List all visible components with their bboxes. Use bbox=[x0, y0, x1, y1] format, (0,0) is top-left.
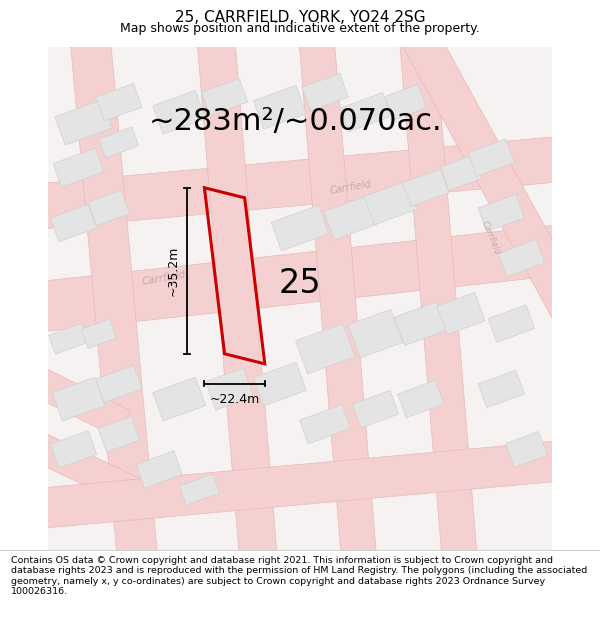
Text: Carrfield: Carrfield bbox=[329, 179, 372, 196]
Polygon shape bbox=[506, 431, 547, 468]
Text: 25: 25 bbox=[278, 267, 322, 300]
Polygon shape bbox=[437, 292, 485, 334]
Polygon shape bbox=[394, 12, 593, 332]
Polygon shape bbox=[49, 47, 551, 550]
Polygon shape bbox=[88, 190, 130, 226]
Polygon shape bbox=[340, 92, 391, 132]
Text: ~35.2m: ~35.2m bbox=[166, 246, 179, 296]
Polygon shape bbox=[202, 79, 248, 116]
Polygon shape bbox=[21, 135, 579, 231]
Polygon shape bbox=[95, 365, 142, 403]
Polygon shape bbox=[98, 416, 140, 452]
Polygon shape bbox=[17, 426, 155, 513]
Polygon shape bbox=[99, 127, 139, 158]
Polygon shape bbox=[68, 20, 159, 577]
Polygon shape bbox=[364, 181, 417, 225]
Polygon shape bbox=[324, 196, 377, 240]
Polygon shape bbox=[385, 84, 427, 120]
Polygon shape bbox=[498, 239, 545, 277]
Polygon shape bbox=[50, 431, 97, 468]
Polygon shape bbox=[478, 370, 524, 408]
Text: Map shows position and indicative extent of the property.: Map shows position and indicative extent… bbox=[120, 22, 480, 35]
Polygon shape bbox=[302, 74, 349, 111]
Polygon shape bbox=[271, 205, 329, 251]
Polygon shape bbox=[50, 204, 97, 242]
Text: 25, CARRFIELD, YORK, YO24 2SG: 25, CARRFIELD, YORK, YO24 2SG bbox=[175, 10, 425, 25]
Text: ~22.4m: ~22.4m bbox=[209, 393, 260, 406]
Polygon shape bbox=[253, 86, 307, 129]
Polygon shape bbox=[403, 169, 449, 206]
Polygon shape bbox=[153, 91, 206, 134]
Polygon shape bbox=[17, 361, 131, 438]
Polygon shape bbox=[136, 451, 182, 488]
Polygon shape bbox=[52, 377, 105, 421]
Polygon shape bbox=[81, 319, 116, 348]
Polygon shape bbox=[348, 309, 403, 358]
Polygon shape bbox=[488, 305, 535, 343]
Text: Carrfield: Carrfield bbox=[142, 269, 187, 287]
Polygon shape bbox=[295, 324, 355, 374]
Polygon shape bbox=[394, 302, 447, 346]
Polygon shape bbox=[352, 391, 398, 428]
Polygon shape bbox=[253, 362, 307, 406]
Text: Contains OS data © Crown copyright and database right 2021. This information is : Contains OS data © Crown copyright and d… bbox=[11, 556, 587, 596]
Polygon shape bbox=[398, 20, 479, 577]
Polygon shape bbox=[22, 439, 578, 530]
Polygon shape bbox=[20, 223, 580, 334]
Polygon shape bbox=[179, 474, 220, 505]
Polygon shape bbox=[153, 377, 206, 421]
Polygon shape bbox=[398, 381, 444, 418]
Polygon shape bbox=[53, 148, 104, 188]
Polygon shape bbox=[196, 20, 278, 577]
Polygon shape bbox=[55, 99, 112, 145]
Polygon shape bbox=[440, 155, 482, 191]
Text: Carrfield: Carrfield bbox=[480, 219, 502, 256]
Text: ~283m²/~0.070ac.: ~283m²/~0.070ac. bbox=[149, 107, 443, 136]
Polygon shape bbox=[205, 368, 254, 410]
Polygon shape bbox=[298, 20, 378, 577]
Polygon shape bbox=[299, 404, 351, 444]
Polygon shape bbox=[468, 139, 514, 176]
Polygon shape bbox=[49, 323, 89, 354]
Polygon shape bbox=[95, 84, 142, 121]
Polygon shape bbox=[478, 194, 524, 232]
